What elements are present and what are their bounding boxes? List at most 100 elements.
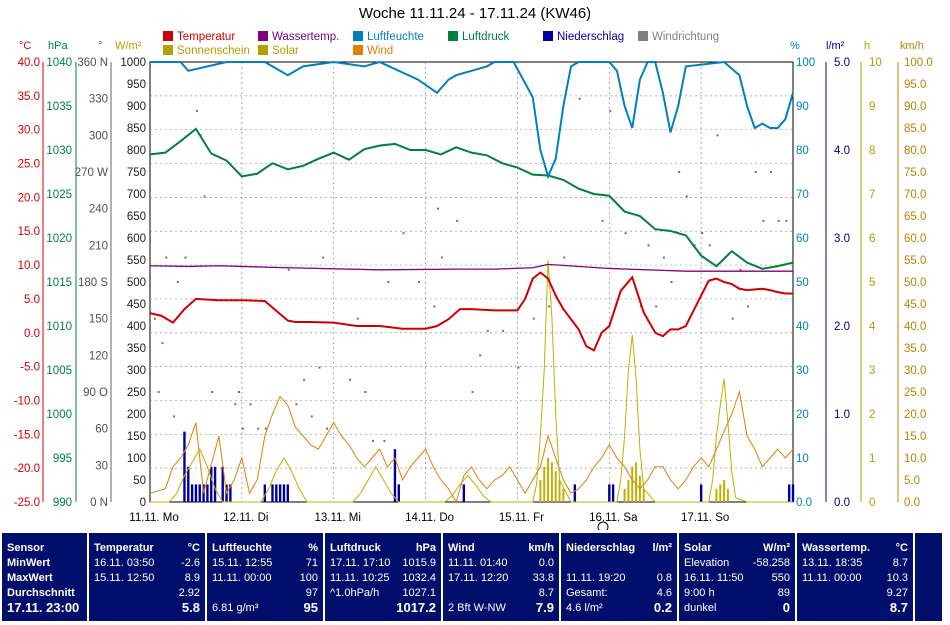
table-cell: Gesamt: <box>566 587 608 599</box>
winddir-dot <box>264 427 267 430</box>
table-cell: 4.6 <box>656 587 672 599</box>
table-cell: -2.6 <box>181 557 200 569</box>
humidity-axis-tick: 40 <box>796 321 809 333</box>
winddir-dot <box>234 403 237 406</box>
temp-axis-tick: 25.0 <box>18 159 40 171</box>
table-cell: 7.9 <box>535 600 554 615</box>
winddir-dot <box>578 97 581 100</box>
table-cell: Elevation <box>684 557 730 569</box>
precip-bar <box>221 466 224 502</box>
wind-axis-tick: 100.0 <box>904 57 933 69</box>
table-cell: 89 <box>777 587 790 599</box>
legend-label: Temperatur <box>177 31 236 43</box>
winddir-dot <box>670 281 673 283</box>
winddir-dot <box>754 171 757 173</box>
legend-item: Luftdruck <box>448 31 509 43</box>
winddir-dot <box>731 317 734 320</box>
table-row: 15.11. 12:55 71 <box>207 556 323 570</box>
pressure-axis-tick: 1020 <box>46 233 72 245</box>
winddir-dot <box>601 219 604 222</box>
table-cell: Luftfeuchte <box>212 542 272 554</box>
chart-title: Woche 11.11.24 - 17.11.24 (KW46) <box>358 5 592 22</box>
table-cell: 33.8 <box>532 572 554 584</box>
table-cell: 13.11. 18:35 <box>802 557 863 569</box>
sunshine-bar <box>631 466 634 502</box>
solar-axis-tick: 200 <box>127 409 146 421</box>
table-column-sensor: Sensor MinWert MaxWert Durchschnitt 17.11. 2… <box>2 533 87 621</box>
table-cell: 11.11. 10:25 <box>330 572 390 584</box>
legend-swatch <box>638 31 648 41</box>
table-cell: 10.3 <box>886 572 908 584</box>
legend-label: Solar <box>272 45 299 57</box>
table-row: 4.6 l/m² 0.2 <box>561 601 677 615</box>
sunshine-bar <box>554 471 557 502</box>
winddir-dot <box>517 366 520 369</box>
table-row: ^1.0hPa/h 1027.1 <box>325 586 441 600</box>
winddir-dot <box>184 256 187 259</box>
table-row: MaxWert <box>2 571 87 585</box>
winddir-dot <box>176 281 179 283</box>
wind-axis-tick: 55.0 <box>904 255 926 267</box>
solar-axis-tick: 0 <box>140 497 146 509</box>
legend-item: Solar <box>258 45 299 57</box>
wind-axis-tick: 70.0 <box>904 189 926 201</box>
humidity-axis-tick: 60 <box>796 233 809 245</box>
precip-bar <box>462 484 466 502</box>
table-cell: 16.11. 03:50 <box>94 557 155 569</box>
winddir-dot <box>785 219 788 222</box>
table-cell: Luftdruck <box>330 542 381 554</box>
table-row <box>915 586 942 600</box>
axis-unit-pressure: hPa <box>48 40 68 52</box>
winddir-axis-tick: 180 S <box>78 277 108 289</box>
precip-bar <box>393 449 397 502</box>
sunshine-bar <box>543 466 546 502</box>
winddir-axis-tick: 300 <box>89 130 108 142</box>
table-row: 15.11. 12:50 8.9 <box>89 571 205 585</box>
table-cell: 11.11. 01:40 <box>448 557 508 569</box>
sunshine-axis-tick: 6 <box>869 233 875 245</box>
wind-axis-tick: 90.0 <box>904 101 926 113</box>
legend-label: Windrichtung <box>652 31 720 43</box>
temp-axis-tick: 40.0 <box>18 57 40 69</box>
winddir-dot <box>716 134 719 137</box>
sunshine-axis-tick: 3 <box>869 365 875 377</box>
winddir-dot <box>211 391 214 393</box>
pressure-axis-tick: 990 <box>53 497 72 509</box>
precip-axis-tick: 0.0 <box>834 497 850 509</box>
table-row <box>561 556 677 570</box>
table-cell: hPa <box>415 542 436 554</box>
humidity-axis-tick: 90 <box>796 101 809 113</box>
pressure-line <box>149 127 794 270</box>
pressure-axis-tick: 995 <box>53 453 72 465</box>
temp-axis-tick: -15.0 <box>14 429 40 441</box>
humidity-axis-tick: 70 <box>796 189 809 201</box>
temp-axis-tick: 15.0 <box>18 226 40 238</box>
winddir-dot <box>349 378 352 381</box>
axis-unit-wind: km/h <box>900 40 924 52</box>
winddir-dot <box>777 219 780 222</box>
table-cell: Temperatur <box>94 542 154 554</box>
sunshine-bar <box>642 488 645 502</box>
winddir-axis-tick: 210 <box>89 240 108 252</box>
table-row <box>915 601 942 615</box>
legend-item: Windrichtung <box>638 31 719 43</box>
table-row: MinWert <box>2 556 87 570</box>
table-row: 17.11. 12:20 33.8 <box>443 571 559 585</box>
pressure-axis-tick: 1015 <box>46 277 72 289</box>
table-row: Sensor <box>2 541 87 555</box>
sunshine-axis-tick: 8 <box>869 145 875 157</box>
winddir-dot <box>417 281 420 283</box>
table-cell: ^1.0hPa/h <box>330 587 380 599</box>
temp-axis-tick: 30.0 <box>18 125 40 137</box>
wind-axis-tick: 45.0 <box>904 299 926 311</box>
precip-bar <box>183 431 186 502</box>
winddir-dot <box>161 342 164 345</box>
table-column-solar: Solar W/m² Elevation -58.258 16.11. 11:50 550… <box>679 533 795 621</box>
wind-axis-tick: 35.0 <box>904 343 926 355</box>
winddir-dot <box>471 391 474 393</box>
table-cell: 95 <box>303 600 318 615</box>
table-row: 17.11. 17:10 1015.9 <box>325 556 441 570</box>
table-cell: °C <box>187 542 200 554</box>
table-cell: 15.11. 12:55 <box>212 557 273 569</box>
winddir-dot <box>701 232 704 235</box>
